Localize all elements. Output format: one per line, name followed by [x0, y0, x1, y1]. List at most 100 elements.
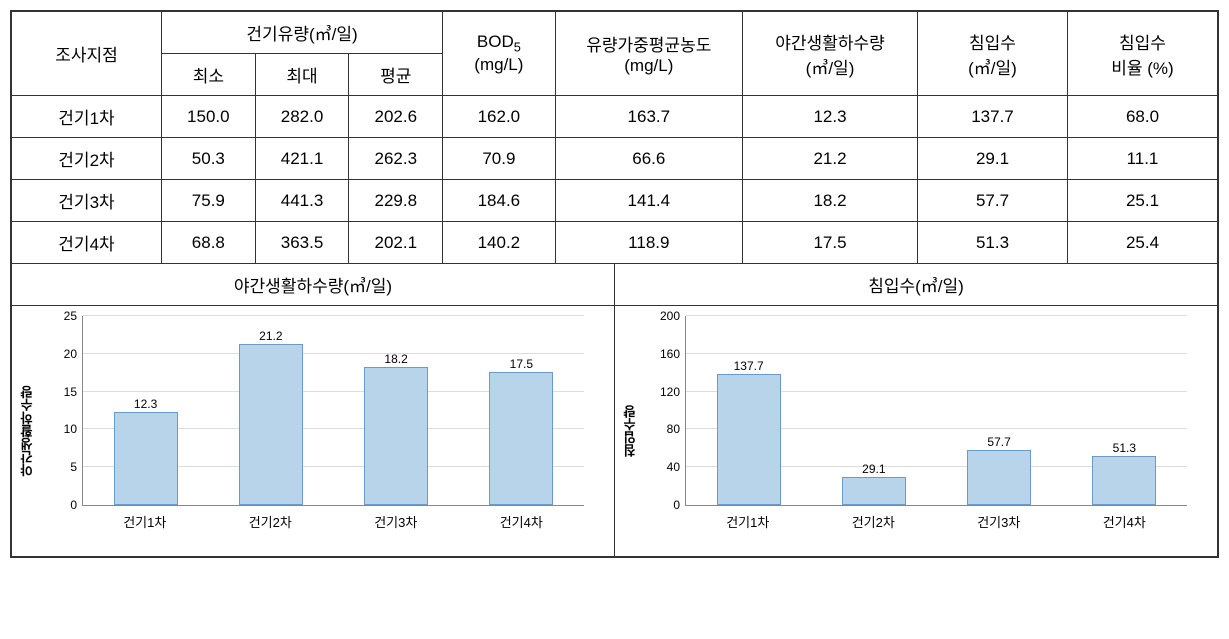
cell-max: 441.3: [255, 180, 349, 222]
bar-group: 18.2: [341, 367, 451, 505]
cell-min: 150.0: [161, 96, 255, 138]
data-table: 조사지점 건기유량(㎥/일) BOD5 (mg/L) 유량가중평균농도 (mg/…: [11, 11, 1218, 264]
cell-max: 363.5: [255, 222, 349, 264]
header-night: 야간생활하수량 (㎥/일): [743, 12, 918, 96]
cell-min: 50.3: [161, 138, 255, 180]
ytick-label: 200: [660, 309, 686, 323]
bar-group: 29.1: [819, 477, 929, 505]
bar-group: 137.7: [694, 374, 804, 505]
cell-infil: 51.3: [918, 222, 1068, 264]
bar-value-label: 17.5: [510, 357, 533, 373]
chart-left-body: 야간생활하수량 0 5 10 15 20 25 12.3 21.2 18.2 17.5 건기1차 건…: [12, 306, 614, 556]
chart-right-xlabels: 건기1차건기2차건기3차건기4차: [685, 512, 1187, 531]
cell-min: 68.8: [161, 222, 255, 264]
header-survey-point: 조사지점: [12, 12, 162, 96]
ytick-label: 0: [673, 498, 686, 512]
ytick-label: 25: [64, 309, 83, 323]
bar-value-label: 29.1: [862, 462, 885, 478]
cell-infil: 29.1: [918, 138, 1068, 180]
header-min: 최소: [161, 54, 255, 96]
main-container: 조사지점 건기유량(㎥/일) BOD5 (mg/L) 유량가중평균농도 (mg/…: [10, 10, 1219, 558]
bar: 18.2: [364, 367, 428, 505]
ytick-label: 15: [64, 385, 83, 399]
ytick-label: 40: [667, 460, 686, 474]
header-infil: 침입수 (㎥/일): [918, 12, 1068, 96]
header-ratio: 침입수 비율 (%): [1067, 12, 1217, 96]
chart-right: 침입수(㎥/일) 침입수량 04080120160200137.729.157.…: [614, 264, 1218, 557]
chart-right-plot: 04080120160200137.729.157.751.3: [685, 316, 1187, 506]
bar-group: 57.7: [944, 450, 1054, 505]
bar: 51.3: [1092, 456, 1156, 505]
bar-value-label: 12.3: [134, 397, 157, 413]
bar-value-label: 137.7: [734, 359, 764, 375]
cell-infil: 57.7: [918, 180, 1068, 222]
ytick-label: 160: [660, 347, 686, 361]
bar-value-label: 18.2: [384, 352, 407, 368]
x-label: 건기2차: [215, 512, 325, 531]
table-body: 건기1차150.0282.0202.6162.0163.712.3137.768…: [12, 96, 1218, 264]
bar-group: 12.3: [91, 412, 201, 505]
cell-ratio: 11.1: [1067, 138, 1217, 180]
bar-value-label: 21.2: [259, 329, 282, 345]
cell-night: 17.5: [743, 222, 918, 264]
bar-value-label: 57.7: [987, 435, 1010, 451]
cell-bod: 140.2: [443, 222, 555, 264]
bars-container: 137.7 29.1 57.7 51.3: [686, 316, 1187, 505]
x-label: 건기3차: [944, 512, 1054, 531]
cell-infil: 137.7: [918, 96, 1068, 138]
ytick-label: 80: [667, 422, 686, 436]
header-max: 최대: [255, 54, 349, 96]
bar: 29.1: [842, 477, 906, 505]
table-row: 건기2차50.3421.1262.370.966.621.229.111.1: [12, 138, 1218, 180]
bar: 17.5: [489, 372, 553, 505]
cell-label: 건기1차: [12, 96, 162, 138]
x-label: 건기1차: [90, 512, 200, 531]
table-row: 건기4차68.8363.5202.1140.2118.917.551.325.4: [12, 222, 1218, 264]
cell-bod: 70.9: [443, 138, 555, 180]
header-dry-flow: 건기유량(㎥/일): [161, 12, 442, 54]
table-row: 건기3차75.9441.3229.8184.6141.418.257.725.1: [12, 180, 1218, 222]
cell-ratio: 25.4: [1067, 222, 1217, 264]
bar: 12.3: [114, 412, 178, 505]
cell-fwac: 163.7: [555, 96, 742, 138]
cell-night: 12.3: [743, 96, 918, 138]
bars-container: 12.3 21.2 18.2 17.5: [83, 316, 584, 505]
x-label: 건기2차: [818, 512, 928, 531]
cell-ratio: 25.1: [1067, 180, 1217, 222]
chart-right-body: 침입수량 04080120160200137.729.157.751.3 건기1…: [615, 306, 1217, 556]
ytick-label: 10: [64, 422, 83, 436]
cell-fwac: 118.9: [555, 222, 742, 264]
bar: 137.7: [717, 374, 781, 505]
cell-fwac: 66.6: [555, 138, 742, 180]
ytick-label: 0: [70, 498, 83, 512]
chart-left-ylabel: 야간생활하수량: [18, 386, 37, 477]
table-row: 건기1차150.0282.0202.6162.0163.712.3137.768…: [12, 96, 1218, 138]
bar-group: 21.2: [216, 344, 326, 505]
ytick-label: 20: [64, 347, 83, 361]
chart-right-ylabel: 침입수량: [621, 405, 640, 457]
x-label: 건기1차: [693, 512, 803, 531]
header-fwac: 유량가중평균농도 (mg/L): [555, 12, 742, 96]
cell-max: 282.0: [255, 96, 349, 138]
cell-avg: 229.8: [349, 180, 443, 222]
cell-ratio: 68.0: [1067, 96, 1217, 138]
cell-bod: 184.6: [443, 180, 555, 222]
bar-value-label: 51.3: [1113, 441, 1136, 457]
cell-avg: 262.3: [349, 138, 443, 180]
cell-label: 건기4차: [12, 222, 162, 264]
cell-avg: 202.1: [349, 222, 443, 264]
chart-right-title: 침입수(㎥/일): [615, 264, 1217, 306]
bar: 21.2: [239, 344, 303, 505]
cell-max: 421.1: [255, 138, 349, 180]
cell-label: 건기3차: [12, 180, 162, 222]
chart-left-title: 야간생활하수량(㎥/일): [12, 264, 614, 306]
bar-group: 51.3: [1069, 456, 1179, 505]
header-avg: 평균: [349, 54, 443, 96]
cell-bod: 162.0: [443, 96, 555, 138]
x-label: 건기4차: [466, 512, 576, 531]
cell-min: 75.9: [161, 180, 255, 222]
cell-fwac: 141.4: [555, 180, 742, 222]
bar-group: 17.5: [466, 372, 576, 505]
ytick-label: 5: [70, 460, 83, 474]
chart-left: 야간생활하수량(㎥/일) 야간생활하수량 051015202512.321.21…: [11, 264, 614, 557]
